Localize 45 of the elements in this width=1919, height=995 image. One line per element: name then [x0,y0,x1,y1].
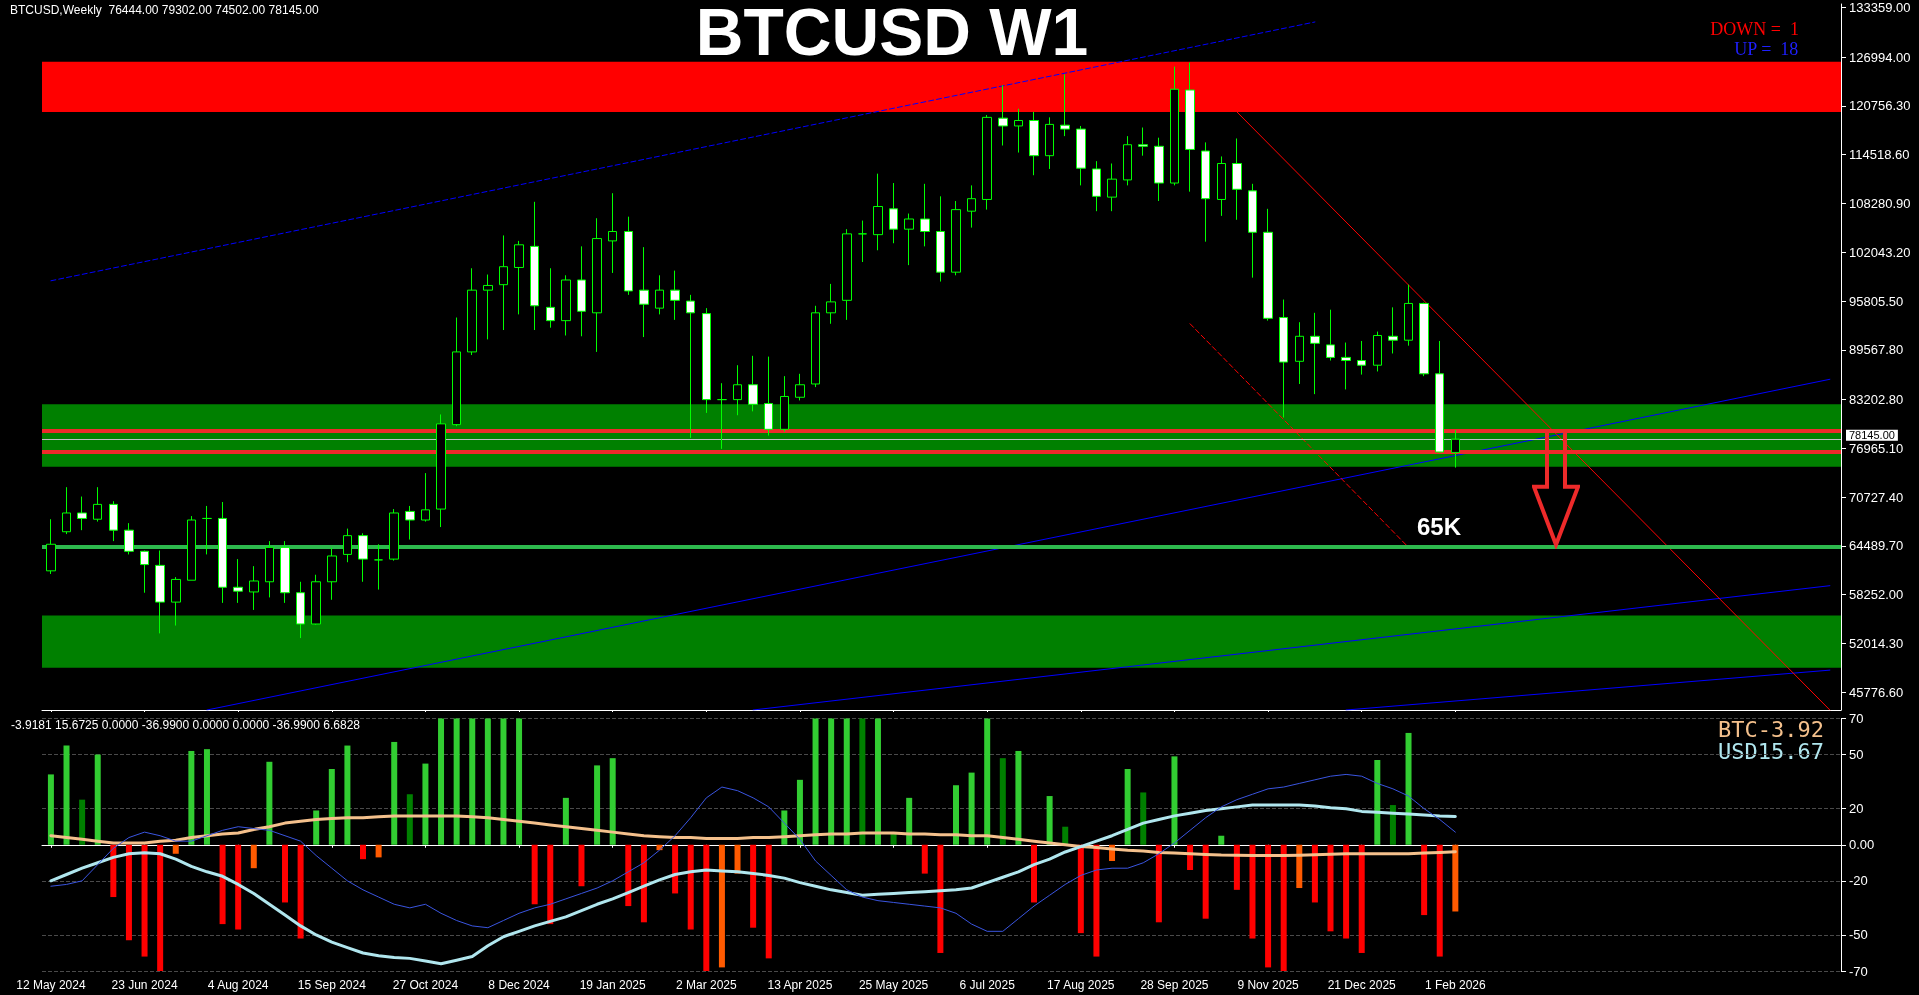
annotation: DOWN = 1 [1710,19,1799,39]
x-tick-label: 28 Sep 2025 [1140,978,1209,992]
x-tick-label: 6 Jul 2025 [959,978,1016,992]
y-tick-label: 133359.00 [1849,0,1911,15]
x-tick-label: 25 May 2025 [858,978,929,992]
x-tick-label: 23 Jun 2024 [111,978,178,992]
y-tick-label: 52014.30 [1849,635,1904,651]
x-tick-label: 19 Jan 2025 [579,978,647,992]
y-tick-label: 89567.80 [1849,342,1904,358]
y-tick-label: -70 [1849,963,1868,979]
y-tick-label: 64489.70 [1849,538,1904,554]
x-tick-label: 4 Aug 2024 [207,978,269,992]
x-tick-label: 21 Dec 2025 [1327,978,1397,992]
x-tick-label: 8 Dec 2024 [488,978,551,992]
x-tick-label: 17 Aug 2025 [1047,978,1115,992]
y-tick-label: -50 [1849,927,1868,943]
annotation: UP = 18 [1734,39,1799,59]
annotation: BTCUSD,Weekly 76444.00 79302.00 74502.00 78145.00 [10,3,319,17]
x-tick-label: 27 Oct 2024 [392,978,459,992]
y-tick-label: 108280.90 [1849,196,1911,212]
y-tick-label: 114518.60 [1849,147,1910,163]
y-tick-label: 83202.80 [1849,392,1904,408]
y-tick-label: 95805.50 [1849,293,1904,309]
x-tick-label: 2 Mar 2025 [675,978,737,992]
y-tick-label: 120756.30 [1849,98,1911,114]
chart-title: -3.9181 15.6725 0.0000 -36.9900 0.0000 0.0000 -36.9900 6.6828 [11,718,361,732]
ref-line-label: 65K [1416,513,1462,541]
y-tick-label: 0.00 [1849,837,1875,853]
y-tick-label: 58252.00 [1849,587,1904,603]
y-tick-label: 70727.40 [1849,489,1904,505]
y-tick-label: 76965.10 [1849,440,1904,456]
y-tick-label: -20 [1849,873,1868,889]
y-tick-label: 45776.60 [1849,684,1904,700]
chart-title: BTCUSD W1 [695,0,1089,69]
y-tick-label: 70 [1849,711,1864,726]
y-tick-label: 50 [1849,747,1864,763]
x-tick-label: 12 May 2024 [16,978,86,992]
x-tick-label: 9 Nov 2025 [1237,978,1300,992]
ref-line-label: 78145.00 [1849,429,1895,442]
y-tick-label: 20 [1849,801,1864,817]
y-tick-label: 102043.20 [1849,244,1911,260]
x-tick-label: 13 Apr 2025 [767,978,833,992]
x-tick-label: 15 Sep 2024 [297,978,367,992]
x-tick-label: 1 Feb 2026 [1424,978,1487,992]
y-tick-label: 126994.00 [1849,49,1911,65]
